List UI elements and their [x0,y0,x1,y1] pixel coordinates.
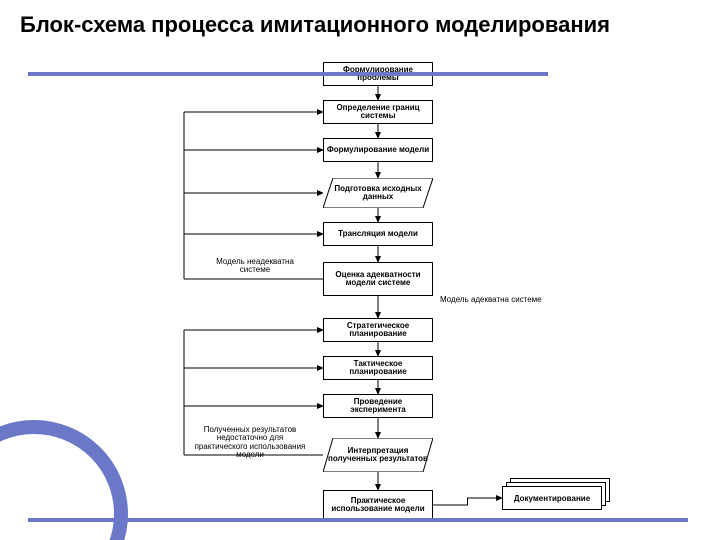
flow-node-n8: Тактическое планирование [323,356,433,380]
flow-node-n6: Оценка адекватности модели системе [323,262,433,296]
flow-label-l1: Модель неадекватна системе [208,258,302,275]
flow-label-l2: Модель адекватна системе [440,296,580,304]
doc-stack: Документирование [502,486,610,518]
flow-node-n10: Интерпретация полученных результатов [323,438,433,472]
flow-node-n9: Проведение эксперимента [323,394,433,418]
flow-node-n7: Стратегическое планирование [323,318,433,342]
flow-node-n3: Формулирование модели [323,138,433,162]
flow-node-n11: Практическое использование модели [323,490,433,520]
doc-label: Документирование [502,486,602,510]
flow-node-n2: Определение границ системы [323,100,433,124]
flowchart: Формулирование проблемыОпределение грани… [148,58,608,538]
flow-node-label: Подготовка исходных данных [325,185,431,202]
flow-node-n4: Подготовка исходных данных [323,178,433,208]
accent-bar-top [28,72,548,76]
flow-node-n5: Трансляция модели [323,222,433,246]
slide: { "title": "Блок-схема процесса имитацио… [0,0,720,540]
slide-title: Блок-схема процесса имитационного модели… [20,12,610,38]
flow-node-label: Интерпретация полученных результатов [325,447,431,464]
flow-label-l3: Полученных результатов недостаточно для … [190,426,310,460]
accent-arc [0,420,128,540]
